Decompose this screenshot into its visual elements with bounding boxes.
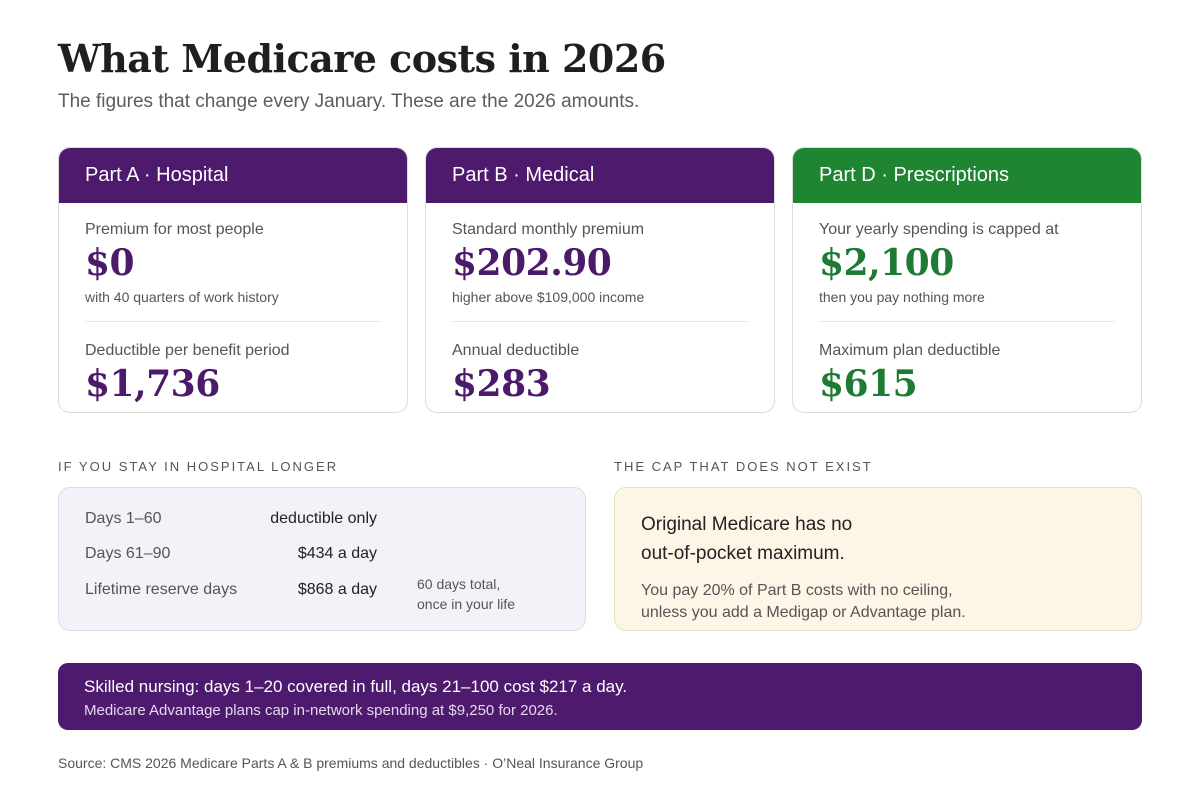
no-cap-heading-line: Original Medicare has no [641,514,853,535]
page-title: What Medicare costs in 2026 [58,36,666,81]
hospital-section-label: IF YOU STAY IN HOSPITAL LONGER [58,459,339,474]
card-part-a-premium-note: with 40 quarters of work history [85,289,279,305]
banner-main-text: Skilled nursing: days 1–20 covered in fu… [84,677,628,696]
source-note: Source: CMS 2026 Medicare Parts A & B pr… [58,755,644,771]
hospital-row-value: deductible only [270,510,377,527]
cap-section-label: THE CAP THAT DOES NOT EXIST [614,459,873,474]
hospital-row-days: Lifetime reserve days [85,581,238,598]
no-cap-heading-line: out-of-pocket maximum. [641,543,845,564]
card-part-d-cap-value: $2,100 [819,242,954,284]
no-cap-explanation-line: unless you add a Medigap or Advantage pl… [641,604,966,621]
card-part-a-premium-value: $0 [85,242,135,284]
card-part-d-cap-label: Your yearly spending is capped at [819,221,1059,238]
banner-sub-text: Medicare Advantage plans cap in-network … [84,702,558,719]
card-part-d-deductible-value: $615 [819,363,918,405]
card-part-b-premium-label: Standard monthly premium [452,221,645,238]
hospital-row-days: Days 1–60 [85,510,162,527]
page-subtitle: The figures that change every January. T… [58,91,640,112]
card-part-b: Part B · Medical Standard monthly premiu… [425,147,775,413]
card-part-d: Part D · Prescriptions Your yearly spend… [792,147,1142,413]
hospital-row-value: $868 a day [297,581,377,598]
card-part-d-header: Part D · Prescriptions [793,148,1141,203]
card-divider [452,321,748,322]
card-divider [819,321,1115,322]
card-part-b-deductible-value: $283 [452,363,551,405]
card-part-a-deductible-value: $1,736 [85,363,220,405]
no-cap-heading: Original Medicare has no out-of-pocket m… [641,510,1115,568]
no-cap-box: Original Medicare has no out-of-pocket m… [614,487,1142,631]
card-part-b-header: Part B · Medical [426,148,774,203]
card-part-a-premium-label: Premium for most people [85,221,264,238]
lifetime-reserve-note-line: once in your life [417,596,516,612]
card-part-d-cap-note: then you pay nothing more [819,289,985,305]
card-part-b-premium-note: higher above $109,000 income [452,289,645,305]
hospital-stay-box: Days 1–60 deductible only Days 61–90 $43… [58,487,586,631]
hospital-row-value: $434 a day [297,545,377,562]
card-part-a-deductible-label: Deductible per benefit period [85,342,290,359]
card-divider [85,321,381,322]
card-part-a: Part A · Hospital Premium for most peopl… [58,147,408,413]
card-part-b-premium-value: $202.90 [452,242,612,284]
lifetime-reserve-note: 60 days total, once in your life [417,574,515,614]
card-part-d-deductible-label: Maximum plan deductible [819,342,1001,359]
skilled-nursing-banner: Skilled nursing: days 1–20 covered in fu… [58,663,1142,730]
no-cap-explanation-line: You pay 20% of Part B costs with no ceil… [641,582,953,599]
hospital-row-days: Days 61–90 [85,545,171,562]
lifetime-reserve-note-line: 60 days total, [417,576,501,592]
card-part-b-deductible-label: Annual deductible [452,342,580,359]
card-part-a-header: Part A · Hospital [59,148,407,203]
no-cap-explanation: You pay 20% of Part B costs with no ceil… [641,580,1115,624]
